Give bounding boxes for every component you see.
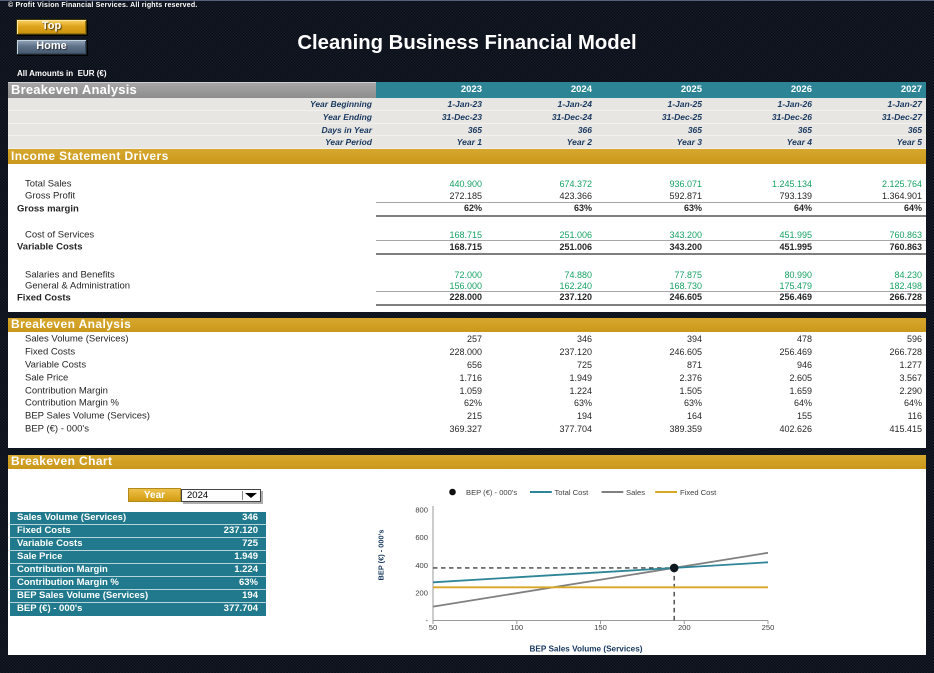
svg-text:200: 200: [415, 588, 428, 597]
svg-text:150: 150: [594, 623, 607, 632]
svg-text:250: 250: [762, 623, 775, 632]
svg-text:-: -: [425, 616, 428, 625]
svg-text:800: 800: [415, 506, 428, 515]
svg-text:50: 50: [429, 623, 437, 632]
svg-text:BEP (€) - 000's: BEP (€) - 000's: [378, 530, 386, 581]
svg-text:BEP (€) - 000's: BEP (€) - 000's: [466, 488, 517, 497]
svg-text:100: 100: [510, 623, 523, 632]
svg-text:Fixed Cost: Fixed Cost: [680, 488, 717, 497]
svg-text:600: 600: [415, 533, 428, 542]
svg-text:BEP Sales Volume (Services): BEP Sales Volume (Services): [529, 645, 642, 654]
svg-text:400: 400: [415, 561, 428, 570]
svg-text:200: 200: [678, 623, 691, 632]
svg-text:Sales: Sales: [626, 488, 645, 497]
svg-text:Total Cost: Total Cost: [555, 488, 590, 497]
